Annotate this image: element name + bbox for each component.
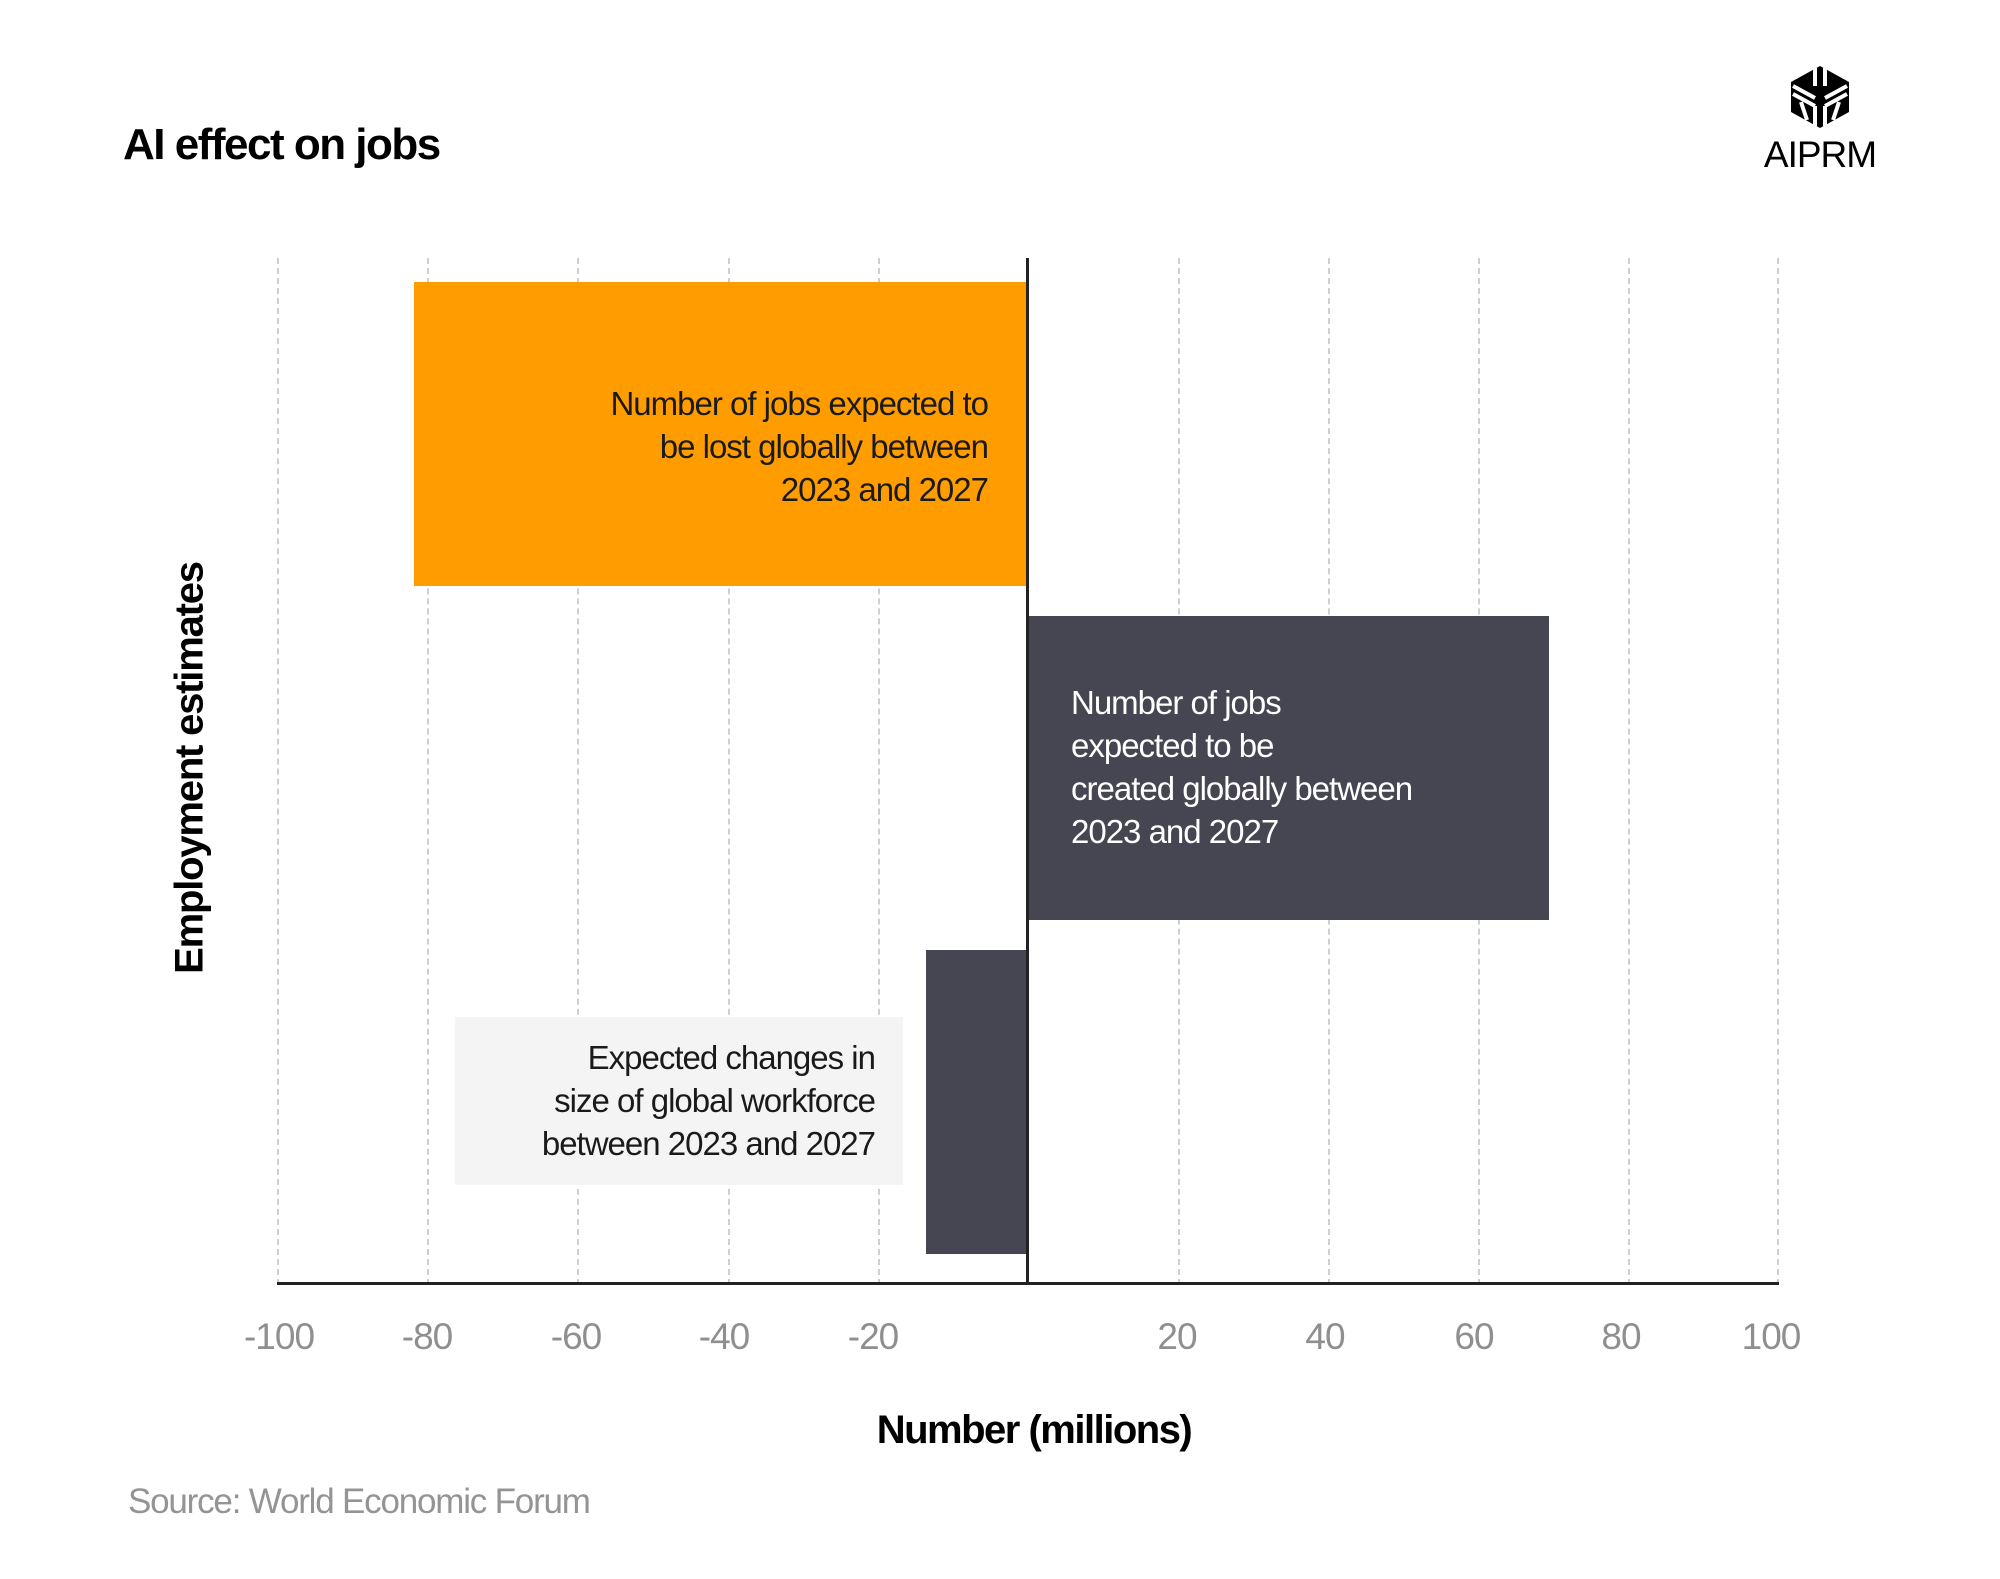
x-tick: -20	[847, 1316, 899, 1357]
gridline	[1628, 258, 1630, 1285]
bar-workforce-change	[926, 950, 1028, 1254]
x-tick: -100	[243, 1316, 315, 1357]
plot-area: Number of jobs expected to be lost globa…	[277, 258, 1779, 1285]
gridline	[728, 258, 730, 1285]
x-tick: 60	[1454, 1316, 1494, 1357]
bar-jobs-lost: Number of jobs expected to be lost globa…	[414, 282, 1028, 586]
x-tick: 40	[1305, 1316, 1345, 1357]
bar-label-jobs-lost: Number of jobs expected to be lost globa…	[610, 385, 989, 508]
annotation-label-workforce: Expected changes in size of global workf…	[541, 1039, 876, 1162]
gridline	[1777, 258, 1779, 1285]
x-tick: 20	[1157, 1316, 1197, 1357]
aiprm-cube-icon	[1791, 66, 1849, 128]
x-axis-line	[277, 1282, 1779, 1285]
zero-axis-line	[1026, 258, 1029, 1285]
x-axis-label: Number (millions)	[876, 1408, 1193, 1452]
gridline	[878, 258, 880, 1285]
x-tick: -40	[698, 1316, 750, 1357]
bar-label-jobs-created: Number of jobs expected to be created gl…	[1071, 684, 1413, 850]
gridline	[427, 258, 429, 1285]
y-axis-label: Employment estimates	[167, 562, 212, 974]
gridline	[577, 258, 579, 1285]
chart-title: AI effect on jobs	[123, 120, 441, 169]
annotation-workforce: Expected changes in size of global workf…	[455, 1017, 903, 1185]
x-tick: 80	[1601, 1316, 1641, 1357]
bar-jobs-created: Number of jobs expected to be created gl…	[1028, 616, 1549, 920]
x-tick: -60	[550, 1316, 602, 1357]
x-tick: -80	[401, 1316, 453, 1357]
x-tick: 100	[1741, 1316, 1802, 1357]
source-note: Source: World Economic Forum	[128, 1482, 591, 1521]
aiprm-logo: AIPRM	[1755, 64, 1885, 176]
gridline	[277, 258, 279, 1285]
logo-text: AIPRM	[1763, 134, 1877, 175]
